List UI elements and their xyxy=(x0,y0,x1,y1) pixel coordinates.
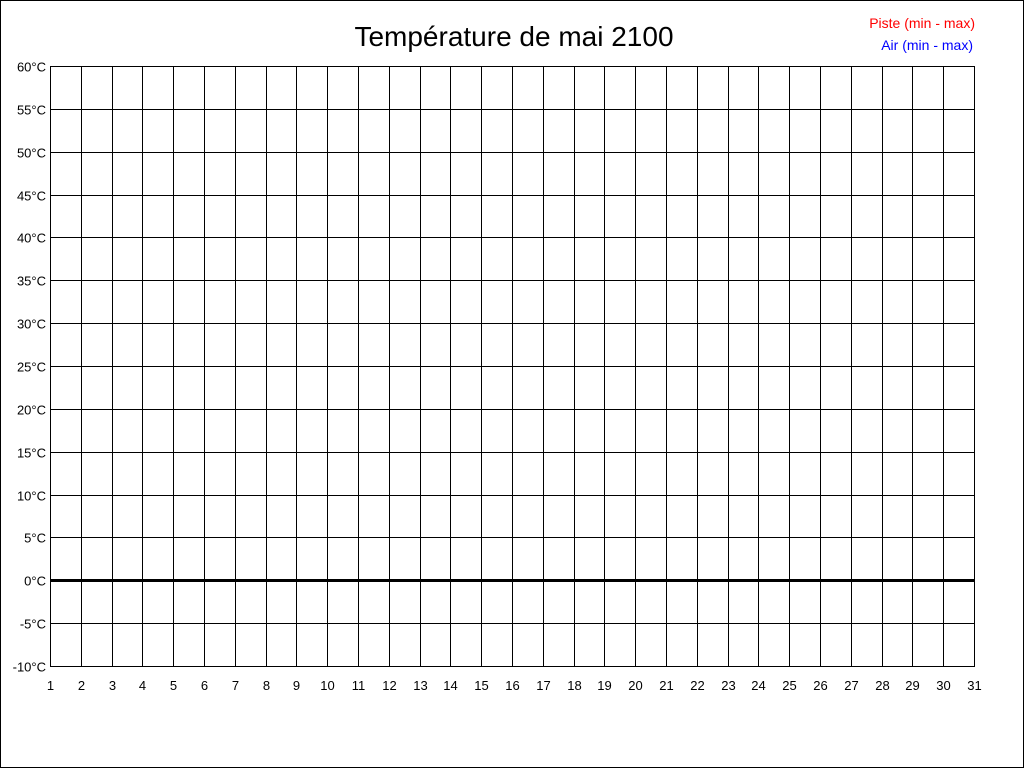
x-tick-label: 8 xyxy=(263,678,270,693)
x-tick-label: 1 xyxy=(47,678,54,693)
y-tick-label: -10°C xyxy=(13,660,46,675)
y-tick-label: 30°C xyxy=(17,317,46,332)
y-tick-label: 35°C xyxy=(17,274,46,289)
x-tick-label: 16 xyxy=(505,678,519,693)
x-tick-label: 15 xyxy=(474,678,488,693)
x-tick-label: 13 xyxy=(413,678,427,693)
x-tick-label: 12 xyxy=(382,678,396,693)
legend-air: Air (min - max) xyxy=(881,37,973,53)
legend-piste: Piste (min - max) xyxy=(869,15,975,31)
y-tick-label: 15°C xyxy=(17,446,46,461)
x-tick-label: 6 xyxy=(201,678,208,693)
chart-title: Température de mai 2100 xyxy=(354,21,673,52)
x-tick-label: 24 xyxy=(751,678,765,693)
x-tick-label: 2 xyxy=(78,678,85,693)
x-tick-label: 23 xyxy=(721,678,735,693)
y-tick-label: 45°C xyxy=(17,189,46,204)
x-tick-label: 3 xyxy=(109,678,116,693)
x-tick-label: 28 xyxy=(875,678,889,693)
y-tick-label: 25°C xyxy=(17,360,46,375)
x-tick-label: 4 xyxy=(139,678,146,693)
y-tick-label: 40°C xyxy=(17,231,46,246)
x-tick-label: 21 xyxy=(659,678,673,693)
y-tick-label: 20°C xyxy=(17,403,46,418)
x-tick-label: 27 xyxy=(844,678,858,693)
x-tick-label: 7 xyxy=(232,678,239,693)
y-tick-label: 55°C xyxy=(17,103,46,118)
x-tick-label: 20 xyxy=(628,678,642,693)
y-tick-label: 50°C xyxy=(17,146,46,161)
x-tick-label: 17 xyxy=(536,678,550,693)
x-tick-label: 26 xyxy=(813,678,827,693)
x-tick-label: 19 xyxy=(597,678,611,693)
x-tick-label: 10 xyxy=(320,678,334,693)
x-tick-label: 18 xyxy=(567,678,581,693)
x-tick-label: 25 xyxy=(782,678,796,693)
x-tick-label: 14 xyxy=(443,678,457,693)
y-tick-label: 10°C xyxy=(17,489,46,504)
x-tick-label: 30 xyxy=(936,678,950,693)
x-tick-label: 5 xyxy=(170,678,177,693)
y-tick-label: 5°C xyxy=(24,531,46,546)
x-tick-label: 22 xyxy=(690,678,704,693)
y-tick-label: 0°C xyxy=(24,574,46,589)
x-tick-label: 31 xyxy=(967,678,981,693)
x-tick-label: 11 xyxy=(352,678,366,693)
x-tick-label: 29 xyxy=(905,678,919,693)
x-tick-label: 9 xyxy=(293,678,300,693)
y-tick-label: 60°C xyxy=(17,60,46,75)
y-tick-label: -5°C xyxy=(20,617,46,632)
